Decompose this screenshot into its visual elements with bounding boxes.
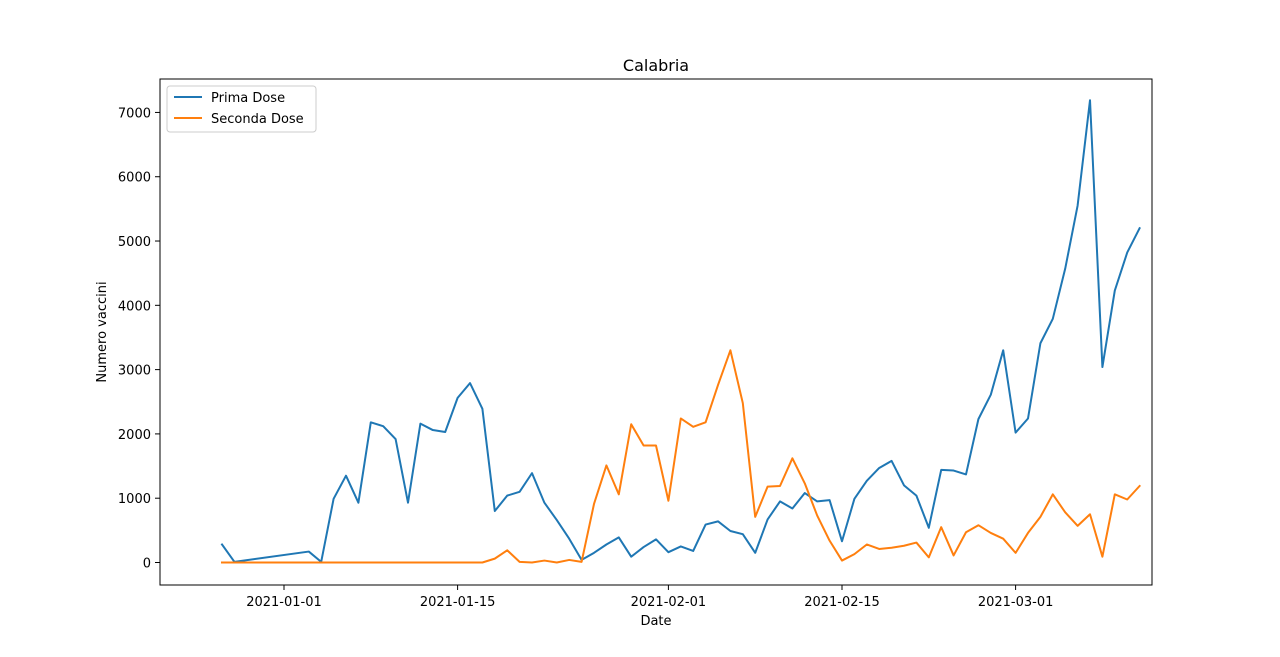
y-tick-label: 6000 <box>118 171 151 186</box>
y-tick-label: 2000 <box>118 428 151 443</box>
x-tick-label: 2021-02-01 <box>631 595 707 610</box>
series-line-prima-dose <box>220 99 1141 563</box>
y-tick-label: 0 <box>143 556 151 571</box>
x-tick-label: 2021-03-01 <box>978 595 1054 610</box>
y-tick-label: 4000 <box>118 299 151 314</box>
chart-title: Calabria <box>623 56 689 75</box>
plot-area <box>220 99 1142 564</box>
y-tick-label: 7000 <box>118 106 151 121</box>
x-tick-label: 2021-02-15 <box>804 595 880 610</box>
y-axis: 0 1000 2000 3000 4000 5000 6000 7000 <box>118 106 160 571</box>
series-line-seconda-dose <box>221 349 1142 564</box>
y-tick-label: 5000 <box>118 235 151 250</box>
legend-box <box>166 85 317 133</box>
x-tick-label: 2021-01-15 <box>420 595 496 610</box>
x-axis-label: Date <box>640 614 671 629</box>
y-tick-label: 3000 <box>118 364 151 379</box>
x-axis: 2021-01-01 2021-01-15 2021-02-01 2021-02-15… <box>246 585 1053 610</box>
y-tick-label: 1000 <box>118 492 151 507</box>
legend-label-prima-dose: Prima Dose <box>211 91 285 106</box>
legend-label-seconda-dose: Seconda Dose <box>211 112 304 127</box>
y-axis-label: Numero vaccini <box>95 281 110 382</box>
x-tick-label: 2021-01-01 <box>246 595 322 610</box>
plot-frame <box>159 78 1153 586</box>
legend: Prima Dose Seconda Dose <box>166 85 317 133</box>
